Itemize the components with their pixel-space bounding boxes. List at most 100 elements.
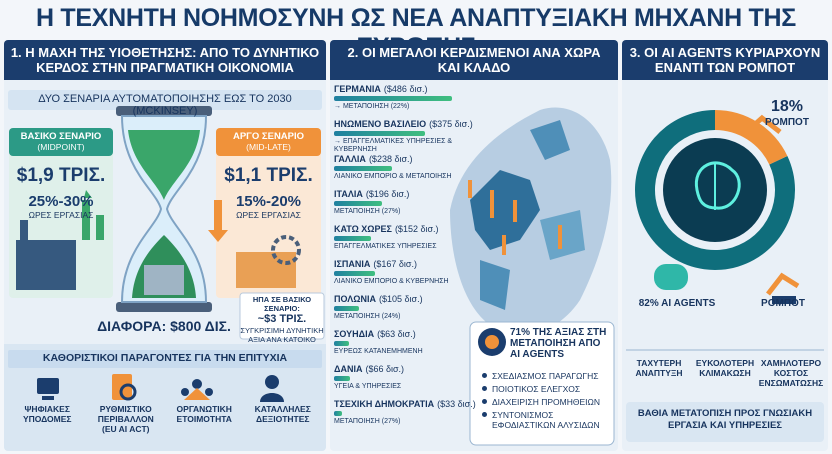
callout-list: ΣΧΕΔΙΑΣΜΟΣ ΠΑΡΑΓΩΓΗΣ ΠΟΙΟΤΙΚΟΣ ΕΛΕΓΧΟΣ ΔΙΑ… [482, 371, 610, 433]
panel-countries: 2. ΟΙ ΜΕΓΑΛΟΙ ΚΕΡΔΙΣΜΕΝΟΙ ΑΝΑ ΧΩΡΑ ΚΑΙ Κ… [330, 40, 618, 451]
panel-title: 3. ΟΙ AI AGENTS ΚΥΡΙΑΡΧΟΥΝ ΕΝΑΝΤΙ ΤΩΝ ΡΟ… [622, 40, 828, 80]
country-row: ΔΑΝΙΑ ($66 δισ.) ΥΓΕΙΑ & ΥΠΗΡΕΣΙΕΣ [334, 364, 474, 399]
country-line: ΤΣΕΧΙΚΗ ΔΗΜΟΚΡΑΤΙΑ ($33 δισ.) [334, 399, 476, 409]
country-bar [334, 236, 371, 241]
robot-name: ΡΟΜΠΟΤ [765, 117, 809, 128]
country-line: ΠΟΛΩΝΙΑ ($105 δισ.) [334, 294, 474, 304]
country-value-label: ($486 δισ.) [383, 84, 428, 94]
subtitle: ΔΥΟ ΣΕΝΑΡΙΑ ΑΥΤΟΜΑΤΟΠΟΙΗΣΗΣ ΕΩΣ ΤΟ 2030 … [38, 93, 292, 117]
country-row: ΤΣΕΧΙΚΗ ΔΗΜΟΚΡΑΤΙΑ ($33 δισ.) ΜΕΤΑΠΟΙΗΣΗ (… [334, 399, 476, 434]
country-sector: ΥΓΕΙΑ & ΥΠΗΡΕΣΙΕΣ [334, 383, 402, 390]
country-line: ΓΑΛΛΙΑ ($238 δισ.) [334, 154, 474, 164]
robot-share: 18% [770, 98, 804, 115]
country-sector: ΛΙΑΝΙΚΟ ΕΜΠΟΡΙΟ & ΚΥΒΕΡΝΗΣΗ [334, 278, 449, 285]
country-row: ΓΑΛΛΙΑ ($238 δισ.) ΛΙΑΝΙΚΟ ΕΜΠΟΡΙΟ & ΜΕΤΑΠ… [334, 154, 474, 189]
scenario-value: $1,9 ΤΡΙΣ. [16, 165, 106, 186]
panel-title: 2. ΟΙ ΜΕΓΑΛΟΙ ΚΕΡΔΙΣΜΕΝΟΙ ΑΝΑ ΧΩΡΑ ΚΑΙ Κ… [330, 40, 618, 80]
note-sub: ΣΥΓΚΡΙΣΙΜΗ ΔΥΝΗΤΙΚΗ ΑΞΙΑ ΑΝΑ ΚΑΤΟΙΚΟ [240, 326, 324, 344]
country-line: ΗΝΩΜΕΝΟ ΒΑΣΙΛΕΙΟ ($375 δισ.) [334, 119, 474, 129]
country-row: ΙΤΑΛΙΑ ($196 δισ.) ΜΕΤΑΠΟΙΗΣΗ (27%) [334, 189, 474, 224]
country-name: ΓΕΡΜΑΝΙΑ [334, 84, 381, 94]
country-line: ΔΑΝΙΑ ($66 δισ.) [334, 364, 474, 374]
benefit: ΧΑΜΗΛΟΤΕΡΟ ΚΟΣΤΟΣ ΕΝΣΩΜΑΤΩΣΗΣ [758, 358, 824, 388]
country-sector: ΛΙΑΝΙΚΟ ΕΜΠΟΡΙΟ & ΜΕΤΑΠΟΙΗΣΗ [334, 173, 452, 180]
country-value-label: ($105 δισ.) [378, 294, 423, 304]
scenario-sub: (MIDPOINT) [37, 142, 85, 152]
country-sector: ΕΥΡΕΩΣ ΚΑΤΑΝΕΜΗΜΕΝΗ [334, 348, 423, 355]
scenario: ΒΑΣΙΚΟ ΣΕΝΑΡΙΟ (MIDPOINT) $1,9 ΤΡΙΣ. 25%-30… [9, 131, 113, 220]
scenario-name: ΒΑΣΙΚΟ ΣΕΝΑΡΙΟ [20, 131, 102, 142]
callout-item: ΔΙΑΧΕΙΡΙΣΗ ΠΡΟΜΗΘΕΙΩΝ [482, 397, 610, 407]
country-row: ΙΣΠΑΝΙΑ ($167 δισ.) ΛΙΑΝΙΚΟ ΕΜΠΟΡΙΟ & ΚΥΒΕ… [334, 259, 474, 294]
callout-item: ΣΧΕΔΙΑΣΜΟΣ ΠΑΡΑΓΩΓΗΣ [482, 371, 610, 381]
bullet [482, 386, 487, 391]
us-note: ΗΠΑ ΣΕ ΒΑΣΙΚΟ ΣΕΝΑΡΙΟ: ~$3 ΤΡΙΣ. ΣΥΓΚΡΙΣ… [240, 295, 324, 344]
country-sector: → ΕΠΑΓΓΕΛΜΑΤΙΚΕΣ ΥΠΗΡΕΣΙΕΣ & ΚΥΒΕΡΝΗΣΗ [334, 138, 453, 153]
country-line: ΙΤΑΛΙΑ ($196 δισ.) [334, 189, 474, 199]
callout-title: 71% ΤΗΣ ΑΞΙΑΣ ΣΤΗ ΜΕΤΑΠΟΙΗΣΗ ΑΠΟ AI AGEN… [510, 327, 607, 360]
country-bar [334, 166, 392, 171]
callout-text: ΠΟΙΟΤΙΚΟΣ ΕΛΕΓΧΟΣ [492, 384, 581, 394]
bullet [482, 373, 487, 378]
country-name: ΔΑΝΙΑ [334, 364, 363, 374]
scenario-hours-label: ΩΡΕΣ ΕΡΓΑΣΙΑΣ [236, 210, 301, 220]
country-row: ΚΑΤΩ ΧΩΡΕΣ ($152 δισ.) ΕΠΑΓΓΕΛΜΑΤΙΚΕΣ ΥΠΗΡ… [334, 224, 474, 259]
footer: ΒΑΘΙΑ ΜΕΤΑΤΟΠΙΣΗ ΠΡΟΣ ΓΝΩΣΙΑΚΗ ΕΡΓΑΣΙΑ Κ… [637, 408, 813, 431]
country-list: ΓΕΡΜΑΝΙΑ ($486 δισ.) → ΜΕΤΑΠΟΙΗΣΗ (22%) ΗΝΩ… [334, 84, 476, 434]
benefit: ΕΥΚΟΛΟΤΕΡΗ ΚΛΙΜΑΚΩΣΗ [695, 358, 755, 378]
scenario-hours-label: ΩΡΕΣ ΕΡΓΑΣΙΑΣ [28, 210, 94, 220]
country-name: ΓΑΛΛΙΑ [334, 154, 366, 164]
callout-text: ΣΥΝΤΟΝΙΣΜΟΣ ΕΦΟΔΙΑΣΤΙΚΩΝ ΑΛΥΣΙΔΩΝ [492, 410, 600, 430]
callout-item: ΣΥΝΤΟΝΙΣΜΟΣ ΕΦΟΔΙΑΣΤΙΚΩΝ ΑΛΥΣΙΔΩΝ [482, 410, 610, 430]
country-bar [334, 341, 350, 346]
panel-title: 1. Η ΜΑΧΗ ΤΗΣ ΥΙΟΘΕΤΗΣΗΣ: ΑΠΟ ΤΟ ΔΥΝΗΤΙΚ… [4, 40, 326, 80]
robot-label: ΡΟΜΠΟΤ [761, 298, 805, 309]
factors-title: ΚΑΘΟΡΙΣΤΙΚΟΙ ΠΑΡΑΓΟΝΤΕΣ ΓΙΑ ΤΗΝ ΕΠΙΤΥΧΙΑ [42, 352, 288, 364]
map-graphics [450, 107, 615, 446]
scenario-name: ΑΡΓΟ ΣΕΝΑΡΙΟ [232, 131, 305, 142]
callout-item: ΠΟΙΟΤΙΚΟΣ ΕΛΕΓΧΟΣ [482, 384, 610, 394]
agents-share: 82% AI AGENTS [638, 298, 716, 309]
country-value-label: ($152 δισ.) [394, 224, 439, 234]
country-sector: ΜΕΤΑΠΟΙΗΣΗ (27%) [334, 418, 401, 425]
country-bar [334, 376, 351, 381]
scenario-value: $1,1 ΤΡΙΣ. [224, 165, 313, 186]
note-title: ΗΠΑ ΣΕ ΒΑΣΙΚΟ ΣΕΝΑΡΙΟ: [252, 295, 312, 313]
country-value-label: ($196 δισ.) [365, 189, 410, 199]
country-row: ΓΕΡΜΑΝΙΑ ($486 δισ.) → ΜΕΤΑΠΟΙΗΣΗ (22%) [334, 84, 474, 119]
country-value-label: ($33 δισ.) [437, 399, 476, 409]
country-bar [334, 271, 375, 276]
country-sector: ΜΕΤΑΠΟΙΗΣΗ (24%) [334, 313, 401, 320]
country-line: ΚΑΤΩ ΧΩΡΕΣ ($152 δισ.) [334, 224, 474, 234]
country-sector: → ΜΕΤΑΠΟΙΗΣΗ (22%) [334, 103, 410, 110]
scenario-hours: 25%-30% [28, 193, 94, 210]
country-sector: ΜΕΤΑΠΟΙΗΣΗ (27%) [334, 208, 401, 215]
country-name: ΗΝΩΜΕΝΟ ΒΑΣΙΛΕΙΟ [334, 119, 427, 129]
scenario: ΑΡΓΟ ΣΕΝΑΡΙΟ (MID-LATE) $1,1 ΤΡΙΣ. 15%-20% Ω… [216, 131, 321, 220]
country-line: ΓΕΡΜΑΝΙΑ ($486 δισ.) [334, 84, 474, 94]
country-name: ΠΟΛΩΝΙΑ [334, 294, 376, 304]
factor: ΡΥΘΜΙΣΤΙΚΟ ΠΕΡΙΒΑΛΛΟΝ (EU AI ACT) [97, 404, 154, 434]
factor: ΚΑΤΑΛΛΗΛΕΣ ΔΕΞΙΟΤΗΤΕΣ [254, 404, 311, 424]
benefit: ΤΑΧΥΤΕΡΗ ΑΝΑΠΤΥΞΗ [635, 358, 683, 378]
bullet [482, 399, 487, 404]
note-value: ~$3 ΤΡΙΣ. [257, 313, 307, 325]
difference: ΔΙΑΦΟΡΑ: $800 ΔΙΣ. [97, 318, 231, 334]
factors-list: ΨΗΦΙΑΚΕΣ ΥΠΟΔΟΜΕΣ ΡΥΘΜΙΣΤΙΚΟ ΠΕΡΙΒΑΛΛΟΝ (… [8, 404, 322, 434]
bullet [482, 412, 487, 417]
country-line: ΣΟΥΗΔΙΑ ($63 δισ.) [334, 329, 474, 339]
country-bar [334, 306, 360, 311]
donut-segment [715, 110, 788, 165]
callout-text: ΣΧΕΔΙΑΣΜΟΣ ΠΑΡΑΓΩΓΗΣ [492, 371, 599, 381]
callout-text: ΔΙΑΧΕΙΡΙΣΗ ΠΡΟΜΗΘΕΙΩΝ [492, 397, 600, 407]
donut-chart [626, 110, 824, 442]
country-sector: ΕΠΑΓΓΕΛΜΑΤΙΚΕΣ ΥΠΗΡΕΣΙΕΣ [334, 243, 437, 250]
country-line: ΙΣΠΑΝΙΑ ($167 δισ.) [334, 259, 474, 269]
factor: ΨΗΦΙΑΚΕΣ ΥΠΟΔΟΜΕΣ [22, 404, 72, 424]
country-row: ΠΟΛΩΝΙΑ ($105 δισ.) ΜΕΤΑΠΟΙΗΣΗ (24%) [334, 294, 474, 329]
country-value-label: ($167 δισ.) [373, 259, 417, 269]
panel-graphics [4, 90, 326, 451]
country-value-label: ($238 δισ.) [368, 154, 413, 164]
country-value-label: ($375 δισ.) [429, 119, 473, 129]
